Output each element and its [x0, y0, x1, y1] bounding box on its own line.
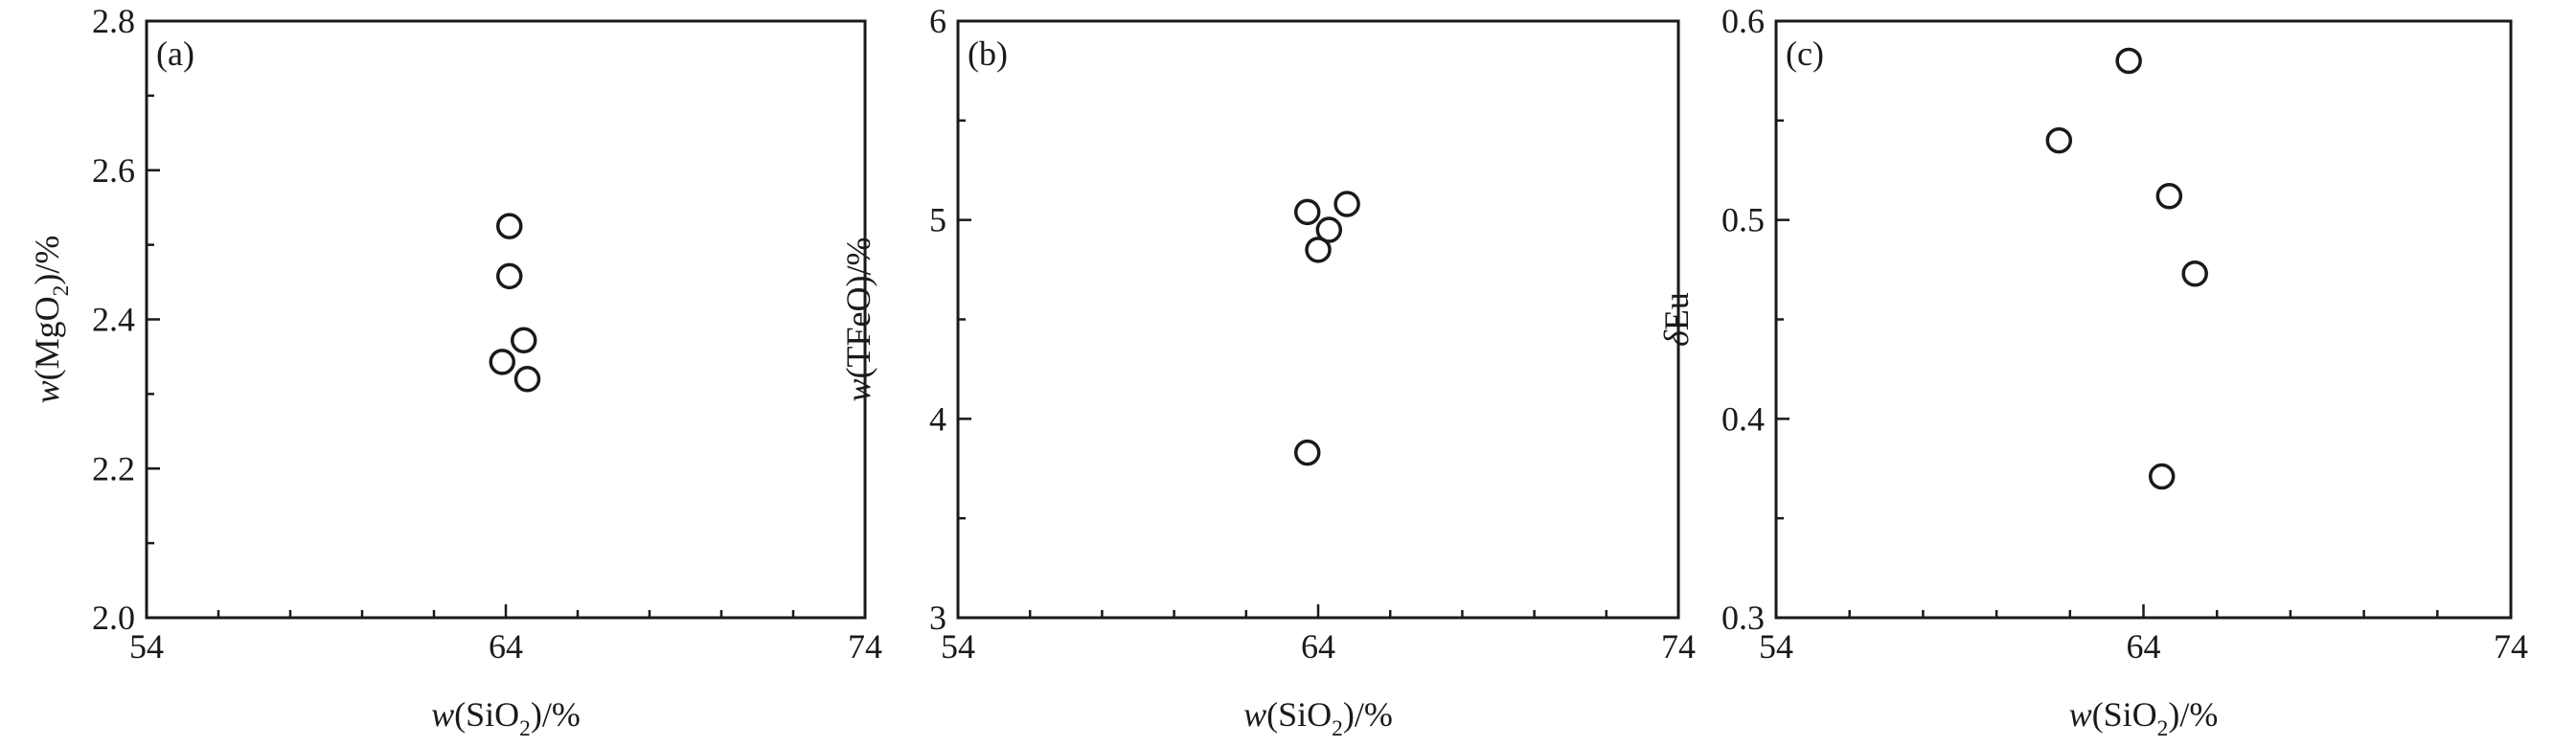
x-tick-label-b: 74: [1661, 627, 1696, 666]
y-tick-label-b: 4: [929, 399, 946, 438]
data-point-c: [2148, 463, 2176, 490]
[object SVGGElement]: w(MgO2)/%: [28, 236, 74, 404]
y-tick-label-b: 3: [929, 599, 946, 637]
y-tick-label-c: 0.5: [1721, 201, 1765, 239]
y-tick-label-a: 2.0: [92, 599, 135, 637]
y-tick-label-c: 0.4: [1721, 399, 1765, 438]
data-point-b: [1305, 237, 1332, 263]
y-tick-label-b: 5: [929, 201, 946, 239]
data-point-a: [496, 262, 523, 290]
data-point-a: [496, 213, 523, 239]
plot-frame-a: [145, 19, 867, 620]
x-tick-label-b: 54: [941, 627, 975, 666]
data-point-c: [2155, 182, 2183, 210]
x-tick-label-b: 64: [1301, 627, 1335, 666]
y-tick-label-a: 2.6: [92, 151, 135, 190]
x-tick-label-c: 74: [2494, 627, 2528, 666]
x-tick-label-c: 64: [2127, 627, 2161, 666]
data-point-b: [1334, 191, 1360, 217]
data-point-b: [1315, 216, 1343, 243]
data-point-b: [1293, 439, 1321, 466]
y-tick-label-a: 2.4: [92, 301, 135, 339]
[object SVGGElement]: δEu: [1657, 292, 1696, 347]
plot-frame-c: [1774, 19, 2513, 620]
y-tick-label-a: 2.2: [92, 449, 135, 487]
panel-a: 54 64 74 2.0 2.2 2.4 2.6 2.8 (a) w(SiO2)/% w(MgO2)…: [28, 2, 882, 741]
x-tick-label-c: 54: [1759, 627, 1793, 666]
y-tick-label-c: 0.3: [1721, 599, 1765, 637]
data-point-a: [511, 327, 537, 354]
panel-label-c: (c): [1786, 34, 1824, 73]
x-tick-label-a: 74: [848, 627, 882, 666]
y-tick-label-b: 6: [929, 2, 946, 40]
x-axis-label-c: w(SiO2)/%: [2069, 695, 2219, 741]
plot-frame-b: [956, 19, 1680, 620]
data-point-a: [489, 349, 515, 375]
x-axis-label-a: w(SiO2)/%: [431, 695, 581, 741]
panel-label-a: (a): [156, 34, 194, 73]
y-tick-label-c: 0.6: [1721, 2, 1765, 40]
x-tick-label-a: 64: [489, 627, 523, 666]
data-point-c: [2181, 260, 2208, 287]
panel-b: 54 64 74 3 4 5 6 (b) w(SiO2)/% w(TFeO)/%: [839, 2, 1696, 741]
y-tick-label-a: 2.8: [92, 2, 135, 40]
data-point-a: [513, 366, 541, 393]
data-point-b: [1293, 198, 1321, 226]
data-point-c: [2045, 126, 2073, 154]
x-axis-label-b: w(SiO2)/%: [1243, 695, 1393, 741]
[object SVGGElement]: w(TFeO)/%: [839, 238, 878, 402]
data-point-c: [2115, 47, 2142, 75]
panel-c: 54 64 74 0.3 0.4 0.5 0.6 (c) w(SiO2)/% δEu: [1657, 2, 2528, 741]
x-tick-label-a: 54: [129, 627, 164, 666]
panel-label-b: (b): [968, 34, 1008, 73]
